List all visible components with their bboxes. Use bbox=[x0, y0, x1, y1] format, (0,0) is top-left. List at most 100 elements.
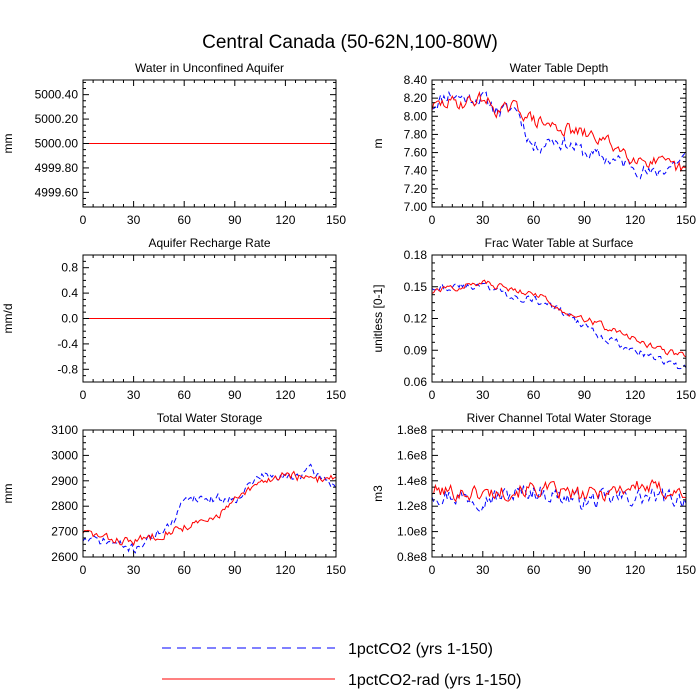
y-tick-label: 1.4e8 bbox=[397, 474, 427, 488]
series-line-1pctco2-rad bbox=[432, 279, 686, 358]
x-tick-label: 150 bbox=[326, 213, 346, 227]
y-tick-label: 4999.80 bbox=[35, 161, 79, 175]
x-tick-label: 60 bbox=[527, 213, 541, 227]
y-tick-label: 8.20 bbox=[404, 91, 428, 105]
y-tick-label: 1.2e8 bbox=[397, 499, 427, 513]
panel-water-table-depth: 0 30 60 90 120 150 7.00 7.20 7.40 7.60 7.80 8.00 8.2… bbox=[371, 61, 696, 227]
y-tick-label: 3100 bbox=[51, 423, 78, 437]
x-tick-label: 30 bbox=[476, 563, 490, 577]
x-tick-label: 90 bbox=[578, 213, 592, 227]
x-tick-label: 90 bbox=[228, 388, 242, 402]
series-line-1pctco2 bbox=[432, 90, 686, 180]
panel-aquifer-recharge-rate: 0 30 60 90 120 150 -0.8 -0.4 0.0 0.4 0.8 Aquifer Re… bbox=[1, 236, 346, 402]
y-tick-label: 7.60 bbox=[404, 146, 428, 160]
x-tick-label: 60 bbox=[178, 563, 192, 577]
y-tick-label: 0.09 bbox=[404, 343, 428, 357]
y-tick-label: 0.8 bbox=[61, 261, 78, 275]
x-tick-label: 120 bbox=[625, 388, 645, 402]
y-tick-label: 0.12 bbox=[404, 312, 428, 326]
x-tick-label: 120 bbox=[275, 563, 295, 577]
panel-title: Water in Unconfined Aquifer bbox=[135, 61, 284, 75]
y-tick-label: 7.40 bbox=[404, 164, 428, 178]
x-tick-label: 60 bbox=[527, 563, 541, 577]
x-tick-label: 150 bbox=[676, 213, 696, 227]
x-tick-label: 90 bbox=[578, 388, 592, 402]
legend-label-1pctco2-rad: 1pctCO2-rad (yrs 1-150) bbox=[348, 672, 521, 689]
legend-label-1pctco2: 1pctCO2 (yrs 1-150) bbox=[348, 641, 493, 658]
x-tick-label: 30 bbox=[476, 388, 490, 402]
y-tick-label: 7.20 bbox=[404, 182, 428, 196]
y-tick-label: 2600 bbox=[51, 550, 78, 564]
panel-water-in-unconfined-aquifer: 0 30 60 90 120 150 4999.60 4999.80 5000.00 5000.2… bbox=[1, 61, 346, 227]
y-tick-label: 2800 bbox=[51, 499, 78, 513]
y-tick-label: 0.15 bbox=[404, 280, 428, 294]
y-tick-label: 5000.40 bbox=[35, 88, 79, 102]
x-tick-label: 0 bbox=[429, 388, 436, 402]
x-tick-label: 90 bbox=[578, 563, 592, 577]
x-tick-label: 60 bbox=[178, 388, 192, 402]
panel-title: Aquifer Recharge Rate bbox=[148, 236, 270, 250]
y-axis-label: mm bbox=[1, 484, 15, 504]
x-tick-label: 150 bbox=[326, 563, 346, 577]
y-axis-label: m bbox=[371, 139, 385, 149]
x-tick-label: 30 bbox=[127, 563, 141, 577]
x-tick-label: 120 bbox=[625, 213, 645, 227]
series-line-1pctco2-rad bbox=[83, 470, 336, 547]
x-tick-label: 0 bbox=[80, 388, 87, 402]
y-axis-label: unitless [0-1] bbox=[371, 284, 385, 352]
panels-group: 0 30 60 90 120 150 4999.60 4999.80 5000.00 5000.2… bbox=[1, 61, 696, 577]
x-tick-label: 30 bbox=[127, 388, 141, 402]
y-tick-label: 1.0e8 bbox=[397, 525, 427, 539]
y-tick-label: 5000.00 bbox=[35, 137, 79, 151]
y-tick-label: 0.18 bbox=[404, 248, 428, 262]
y-tick-label: -0.4 bbox=[57, 337, 78, 351]
panel-title: Total Water Storage bbox=[157, 411, 263, 425]
y-tick-label: 0.8e8 bbox=[397, 550, 427, 564]
panel-title: Water Table Depth bbox=[510, 61, 609, 75]
y-tick-label: 0.0 bbox=[61, 312, 78, 326]
x-tick-label: 30 bbox=[127, 213, 141, 227]
series-line-1pctco2 bbox=[432, 282, 686, 370]
x-tick-label: 120 bbox=[275, 388, 295, 402]
x-tick-label: 0 bbox=[429, 213, 436, 227]
x-tick-label: 150 bbox=[326, 388, 346, 402]
x-tick-label: 0 bbox=[80, 213, 87, 227]
y-tick-label: 1.6e8 bbox=[397, 448, 427, 462]
plot-frame bbox=[431, 254, 687, 383]
x-tick-label: 0 bbox=[80, 563, 87, 577]
y-tick-label: 8.00 bbox=[404, 109, 428, 123]
y-tick-label: 1.8e8 bbox=[397, 423, 427, 437]
y-tick-label: 0.4 bbox=[61, 286, 78, 300]
y-axis-label: mm/d bbox=[1, 304, 15, 334]
series-line-1pctco2-rad bbox=[432, 479, 686, 503]
y-tick-label: 3000 bbox=[51, 448, 78, 462]
series-line-1pctco2 bbox=[432, 484, 686, 513]
plot-frame bbox=[82, 429, 337, 558]
x-tick-label: 0 bbox=[429, 563, 436, 577]
x-tick-label: 120 bbox=[625, 563, 645, 577]
x-tick-label: 60 bbox=[178, 213, 192, 227]
x-tick-label: 150 bbox=[676, 388, 696, 402]
y-tick-label: 4999.60 bbox=[35, 185, 79, 199]
figure-title: Central Canada (50-62N,100-80W) bbox=[202, 32, 498, 53]
y-tick-label: 7.00 bbox=[404, 200, 428, 214]
y-tick-label: 8.40 bbox=[404, 73, 428, 87]
y-tick-label: 0.06 bbox=[404, 375, 428, 389]
panel-frac-water-table-at-surface: 0 30 60 90 120 150 0.06 0.09 0.12 0.15 0.18 Frac Wa… bbox=[371, 236, 696, 402]
x-tick-label: 150 bbox=[676, 563, 696, 577]
y-axis-label: m3 bbox=[371, 485, 385, 502]
y-tick-label: 2700 bbox=[51, 525, 78, 539]
series-line-1pctco2 bbox=[83, 463, 336, 554]
y-axis-label: mm bbox=[1, 134, 15, 154]
x-tick-label: 90 bbox=[228, 213, 242, 227]
x-tick-label: 90 bbox=[228, 563, 242, 577]
y-tick-label: 7.80 bbox=[404, 127, 428, 141]
panel-total-water-storage: 0 30 60 90 120 150 2600 2700 2800 2900 3000 3100 Tot… bbox=[1, 411, 346, 577]
y-tick-label: -0.8 bbox=[57, 362, 78, 376]
panel-title: Frac Water Table at Surface bbox=[485, 236, 634, 250]
panel-river-channel-total-water-storage: 0 30 60 90 120 150 0.8e8 1.0e8 1.2e8 1.4e8 1.6e8 1.… bbox=[371, 411, 696, 577]
y-tick-label: 5000.20 bbox=[35, 112, 79, 126]
panel-title: River Channel Total Water Storage bbox=[467, 411, 652, 425]
y-tick-label: 2900 bbox=[51, 474, 78, 488]
x-tick-label: 60 bbox=[527, 388, 541, 402]
